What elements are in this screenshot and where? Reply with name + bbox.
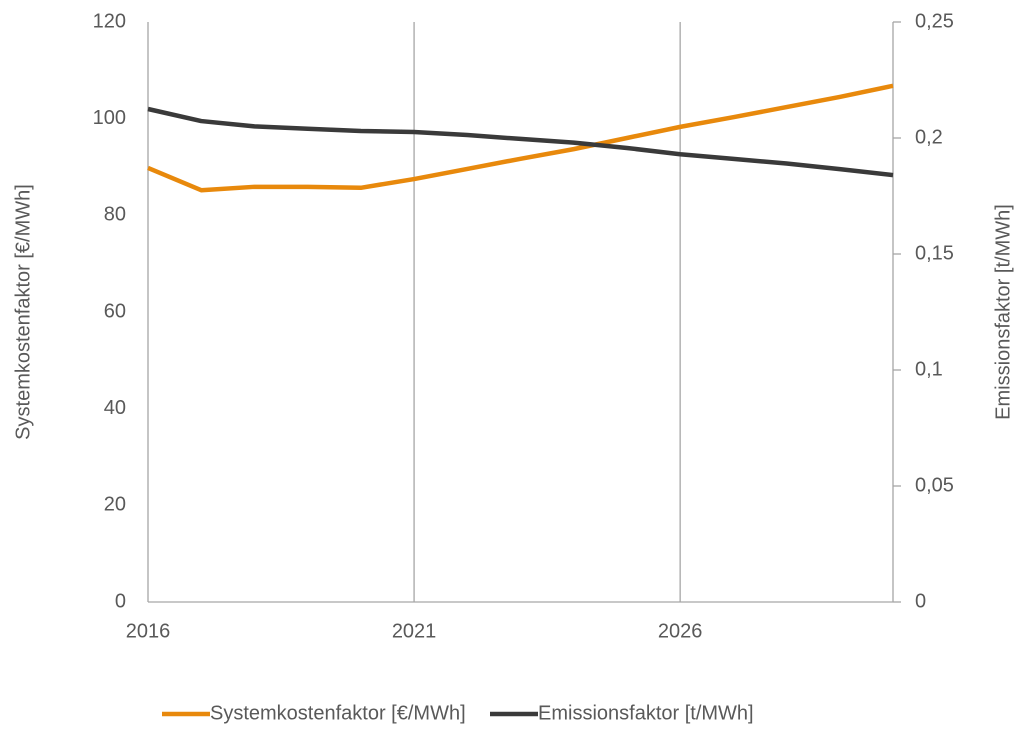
y2-tick-label: 0: [915, 590, 926, 612]
x-tick-label: 2021: [392, 620, 437, 642]
y-axis-label: Systemkostenfaktor [€/MWh]: [12, 184, 34, 440]
y2-axis-label: Emissionsfaktor [t/MWh]: [992, 204, 1014, 420]
y-tick-label: 80: [104, 204, 126, 226]
x-tick-label: 2026: [658, 620, 703, 642]
line-series: [147, 106, 894, 178]
x-tick-label: 2016: [126, 620, 171, 642]
legend-label: Systemkostenfaktor [€/MWh]: [210, 702, 466, 724]
y-tick-label: 120: [93, 10, 126, 32]
y2-tick-label: 0,2: [915, 126, 943, 148]
y2-tick-label: 0,25: [915, 10, 954, 32]
y2-tick-label: 0,15: [915, 242, 954, 264]
legend-label: Emissionsfaktor [t/MWh]: [538, 702, 754, 724]
y2-tick-label: 0,05: [915, 474, 954, 496]
y-tick-label: 0: [115, 590, 126, 612]
y-tick-label: 100: [93, 107, 126, 129]
y2-tick-label: 0,1: [915, 358, 943, 380]
line-series: [147, 83, 894, 193]
y-tick-label: 60: [104, 300, 126, 322]
y-tick-label: 20: [104, 494, 126, 516]
y-tick-label: 40: [104, 397, 126, 419]
